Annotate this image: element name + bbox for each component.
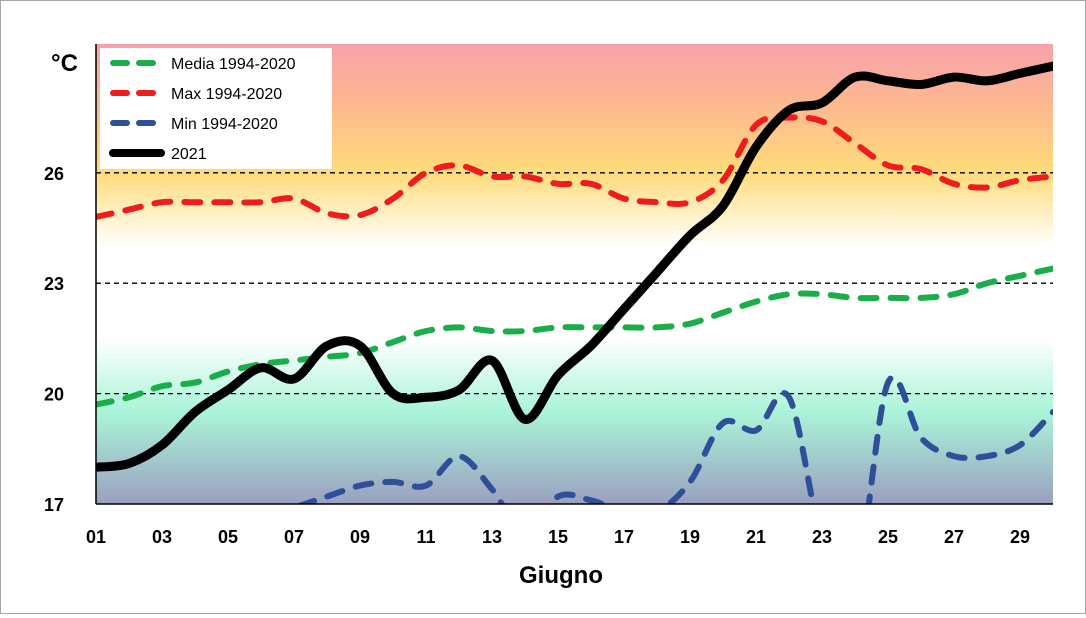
x-tick-label: 19 (680, 527, 700, 547)
legend-label: Max 1994-2020 (171, 86, 282, 103)
x-axis-title: Giugno (519, 562, 603, 589)
y-axis-unit: °C (51, 50, 78, 77)
x-tick-label: 13 (482, 527, 502, 547)
x-tick-label: 15 (548, 527, 568, 547)
grid-lines (96, 172, 1053, 395)
legend-label: 2021 (171, 146, 207, 163)
series-line-2021 (96, 61, 1053, 472)
legend-label: Media 1994-2020 (171, 56, 296, 73)
x-tick-label: 09 (350, 527, 370, 547)
x-tick-label: 05 (218, 527, 238, 547)
x-tick-label: 17 (614, 527, 634, 547)
legend-label: Min 1994-2020 (171, 116, 278, 133)
x-tick-label: 29 (1010, 527, 1030, 547)
series-line-max-1994-2020 (96, 114, 1053, 220)
x-tick-label: 07 (284, 527, 304, 547)
legend: Media 1994-2020 Max 1994-2020 Min 1994-202… (100, 48, 332, 169)
y-tick-label: 20 (44, 385, 64, 405)
y-tick-label: 17 (44, 495, 64, 515)
x-tick-label: 25 (878, 527, 898, 547)
series-line-min-1994-2020 (295, 374, 1053, 504)
x-tick-label: 23 (812, 527, 832, 547)
x-tick-labels: 01 03 05 07 09 11 13 15 17 19 21 23 25 27 29 (86, 527, 1030, 547)
x-tick-label: 27 (944, 527, 964, 547)
legend-box (100, 48, 332, 169)
x-tick-label: 11 (416, 527, 435, 547)
x-tick-label: 01 (86, 527, 106, 547)
y-tick-labels: 17 20 23 26 (44, 164, 64, 515)
x-tick-label: 03 (152, 527, 172, 547)
y-tick-label: 23 (44, 274, 64, 294)
y-tick-label: 26 (44, 164, 64, 184)
series-group (96, 61, 1053, 504)
x-tick-label: 21 (746, 527, 766, 547)
